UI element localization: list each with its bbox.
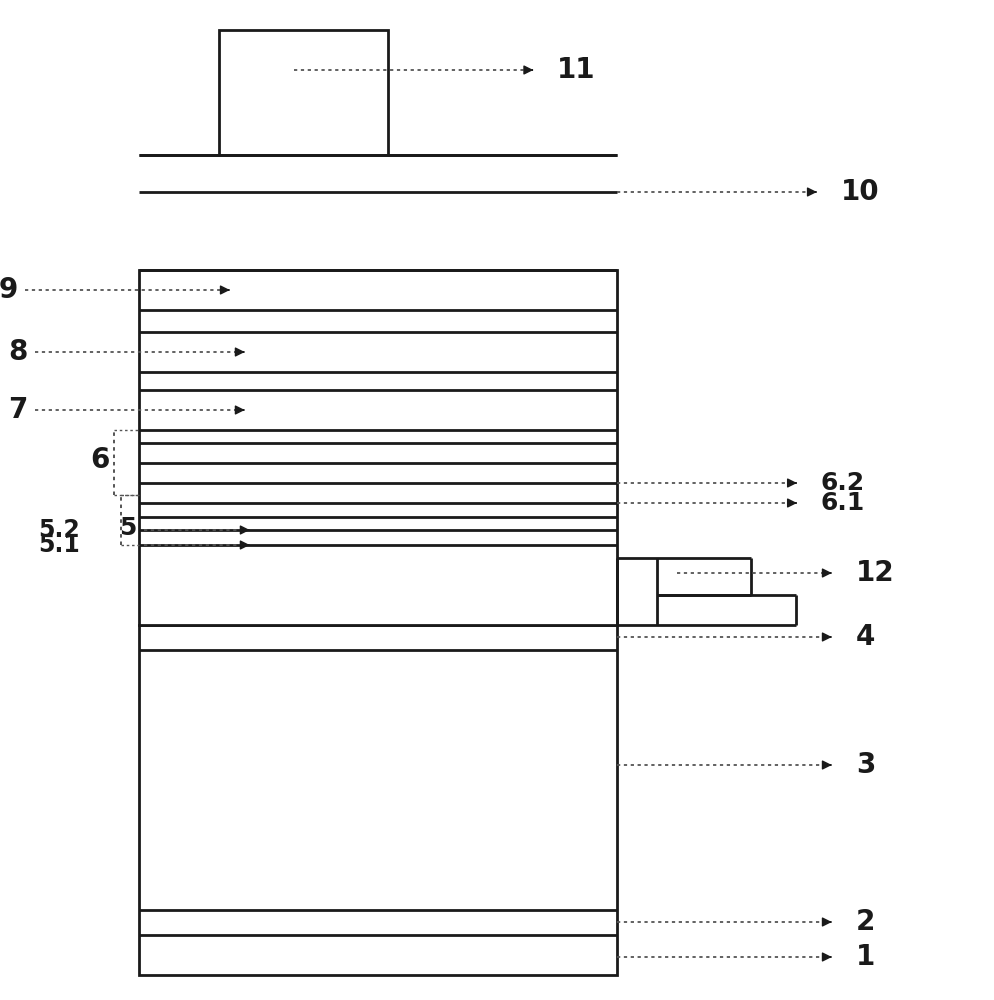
Text: 12: 12 [855,559,894,587]
Text: 4: 4 [855,623,874,651]
Text: 7: 7 [9,396,28,424]
Text: 6: 6 [89,446,109,474]
Text: 2: 2 [855,908,874,936]
Text: 3: 3 [855,751,874,779]
Text: 1: 1 [855,943,874,971]
Bar [219,30,388,155]
Text: 9: 9 [0,276,18,304]
Text: 6.2: 6.2 [820,471,864,495]
Bar [139,270,616,625]
Text: 5: 5 [118,516,136,540]
Text: 6.1: 6.1 [820,491,864,515]
Text: 5.2: 5.2 [38,518,80,542]
Text: 10: 10 [840,178,879,206]
Bar [139,625,616,975]
Text: 5.1: 5.1 [38,533,80,557]
Text: 8: 8 [9,338,28,366]
Text: 11: 11 [557,56,595,84]
